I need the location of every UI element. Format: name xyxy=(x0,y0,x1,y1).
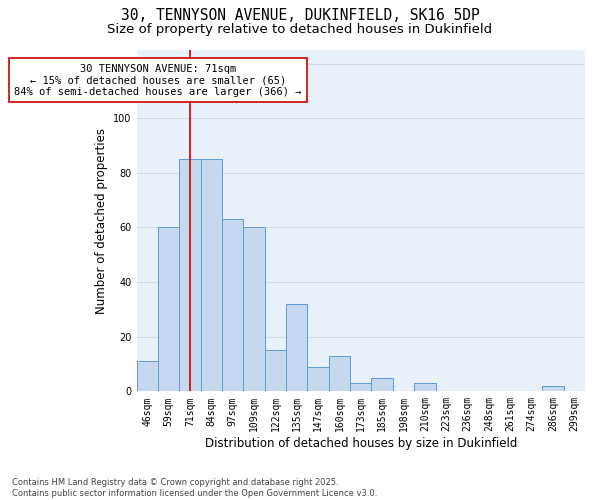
Bar xyxy=(158,228,179,392)
X-axis label: Distribution of detached houses by size in Dukinfield: Distribution of detached houses by size … xyxy=(205,437,517,450)
Bar xyxy=(222,220,244,392)
Bar xyxy=(179,159,200,392)
Bar xyxy=(200,159,222,392)
Bar xyxy=(414,383,436,392)
Bar xyxy=(350,383,371,392)
Y-axis label: Number of detached properties: Number of detached properties xyxy=(95,128,107,314)
Bar xyxy=(137,362,158,392)
Text: Size of property relative to detached houses in Dukinfield: Size of property relative to detached ho… xyxy=(107,22,493,36)
Bar xyxy=(307,367,329,392)
Bar xyxy=(265,350,286,392)
Bar xyxy=(286,304,307,392)
Bar xyxy=(244,228,265,392)
Text: 30 TENNYSON AVENUE: 71sqm
← 15% of detached houses are smaller (65)
84% of semi-: 30 TENNYSON AVENUE: 71sqm ← 15% of detac… xyxy=(14,64,302,97)
Bar xyxy=(329,356,350,392)
Bar xyxy=(371,378,393,392)
Text: 30, TENNYSON AVENUE, DUKINFIELD, SK16 5DP: 30, TENNYSON AVENUE, DUKINFIELD, SK16 5D… xyxy=(121,8,479,22)
Bar xyxy=(542,386,563,392)
Text: Contains HM Land Registry data © Crown copyright and database right 2025.
Contai: Contains HM Land Registry data © Crown c… xyxy=(12,478,377,498)
